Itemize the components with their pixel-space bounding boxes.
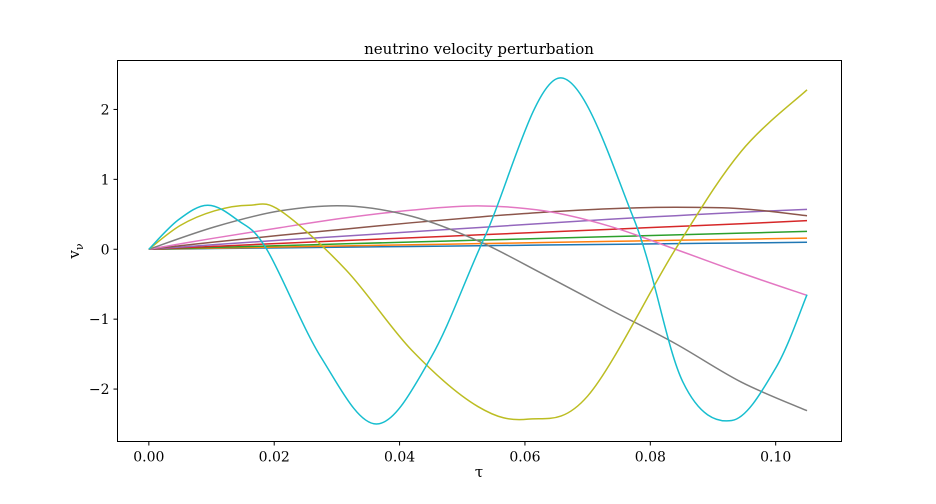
x-tick-label: 0.06 [509, 450, 540, 466]
y-tick-label: −2 [89, 382, 110, 398]
plot-frame [117, 60, 842, 442]
y-tick-label: 2 [101, 102, 110, 118]
y-axis: −2 −1 0 1 2 [89, 102, 118, 398]
y-axis-label-subscript: ν [73, 243, 86, 250]
y-axis-label-main: v [65, 250, 83, 260]
series-line-10 [148, 77, 808, 425]
series-line-8 [148, 204, 808, 412]
x-tick-label: 0.08 [635, 450, 666, 466]
series-line-2 [148, 237, 808, 250]
x-tick-label: 0.02 [259, 450, 290, 466]
series-line-9 [148, 89, 808, 421]
x-tick-label: 0.04 [384, 450, 415, 466]
chart-title: neutrino velocity perturbation [364, 40, 594, 58]
x-tick-label: 0.00 [133, 450, 164, 466]
x-tick-label: 0.10 [760, 450, 791, 466]
y-tick-label: 1 [101, 172, 110, 188]
series-line-7 [148, 205, 808, 297]
x-axis-label: τ [475, 463, 483, 481]
x-axis: 0.00 0.02 0.04 0.06 0.08 0.10 [133, 441, 791, 466]
y-tick-label: 0 [101, 242, 110, 258]
series-group [148, 77, 808, 425]
series-line-4 [148, 219, 808, 250]
series-line-6 [148, 206, 808, 250]
y-tick-label: −1 [89, 312, 110, 328]
y-axis-label: vν [65, 243, 86, 259]
